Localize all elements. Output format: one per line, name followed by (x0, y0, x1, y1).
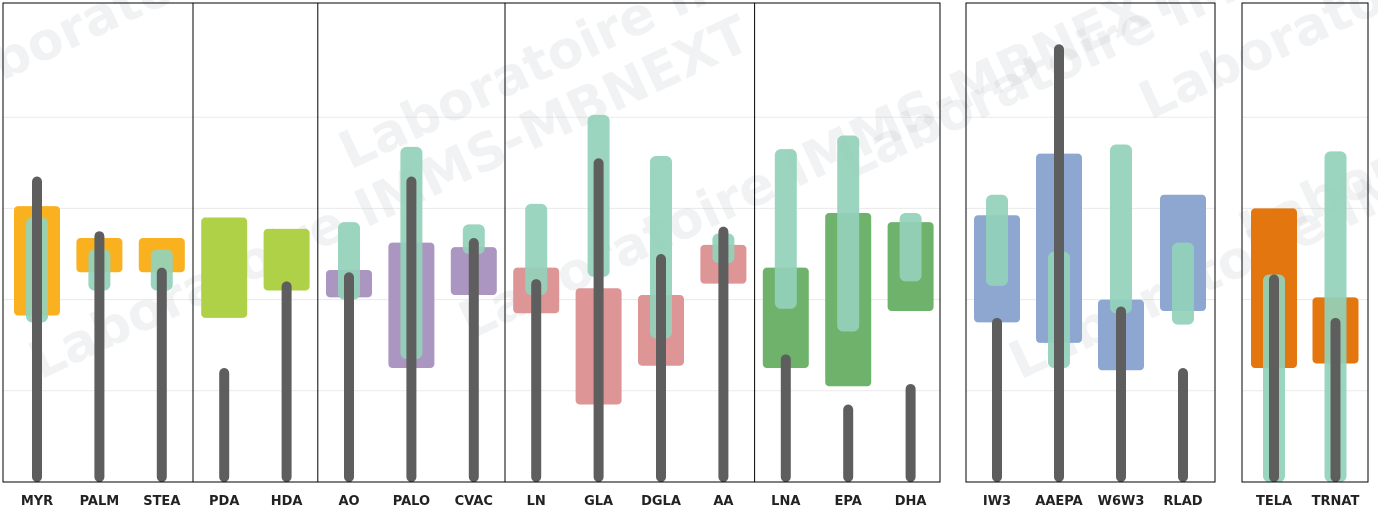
range-line-ao (344, 272, 354, 482)
x-tick-label-stea: STEA (143, 494, 180, 509)
x-tick-label-w6w3: W6W3 (1098, 494, 1145, 509)
x-tick-label-dha: DHA (895, 494, 927, 509)
range-line-cvac (468, 238, 479, 482)
range-line-pda (219, 368, 230, 482)
range-line-hda (281, 281, 292, 482)
x-tick-label-iw3: IW3 (983, 494, 1011, 509)
x-tick-label-pda: PDA (209, 494, 239, 509)
narrow-range-bar-iw3 (986, 194, 1008, 286)
range-line-dha (905, 383, 916, 482)
x-tick-label-hda: HDA (271, 494, 303, 509)
x-tick-label-myr: MYR (21, 494, 53, 509)
narrow-range-bar-w6w3 (1110, 144, 1132, 314)
x-tick-label-gla: GLA (584, 494, 613, 509)
panel-frame (2, 2, 941, 483)
range-line-epa (843, 404, 854, 482)
range-line-iw3 (992, 317, 1002, 482)
x-tick-label-dgla: DGLA (641, 494, 681, 509)
narrow-range-bar-trnat (1324, 151, 1347, 482)
range-line-ln (531, 279, 542, 482)
narrow-range-bar-dgla (650, 155, 672, 339)
panel-2-marks: IW3 AAEPA W6W3 RLAD (965, 2, 1216, 509)
range-line-palm (94, 231, 105, 482)
x-tick-label-palo: PALO (393, 494, 430, 509)
narrow-range-bar-dha (899, 212, 922, 282)
x-tick-label-aa: AA (713, 494, 733, 509)
x-tick-label-trnat: TRNAT (1312, 494, 1360, 509)
narrow-range-bar-ln (525, 203, 548, 296)
panel-frame (1241, 2, 1369, 483)
range-line-aaepa (1054, 44, 1064, 483)
range-line-rlad (1178, 368, 1188, 482)
narrow-range-bar-epa (837, 135, 860, 332)
narrow-range-bar-ao (338, 222, 360, 300)
panel-1-marks: MYR PALM STEA PDA HDA AO PALO CVAC LN GLA DGLA AA LN… (2, 2, 941, 509)
x-tick-label-epa: EPA (835, 494, 862, 509)
x-tick-label-rlad: RLAD (1163, 494, 1202, 509)
range-line-palo (406, 176, 417, 483)
x-tick-label-aaepa: AAEPA (1035, 494, 1082, 509)
x-tick-label-cvac: CVAC (455, 494, 493, 509)
panel-3-marks: TELA TRNAT (1241, 2, 1369, 509)
range-line-lna (780, 354, 791, 482)
range-line-w6w3 (1116, 306, 1126, 482)
narrow-range-bar-rlad (1172, 242, 1194, 325)
x-tick-label-ln: LN (527, 494, 546, 509)
narrow-range-bar-lna (774, 149, 797, 309)
range-line-trnat (1330, 317, 1341, 482)
x-tick-label-palm: PALM (80, 494, 120, 509)
x-tick-label-ao: AO (338, 494, 359, 509)
range-line-stea (156, 267, 167, 482)
x-tick-label-lna: LNA (771, 494, 800, 509)
range-line-dgla (656, 254, 666, 482)
panel-frame (965, 2, 1216, 483)
range-line-myr (32, 176, 42, 483)
wide-range-bar-lna (762, 267, 809, 368)
range-line-gla (593, 158, 604, 483)
wide-range-bar-pda (201, 217, 248, 318)
x-tick-label-tela: TELA (1256, 494, 1292, 509)
range-line-aa (718, 226, 729, 482)
range-line-tela (1269, 274, 1279, 482)
wide-range-bar-hda (263, 228, 310, 291)
